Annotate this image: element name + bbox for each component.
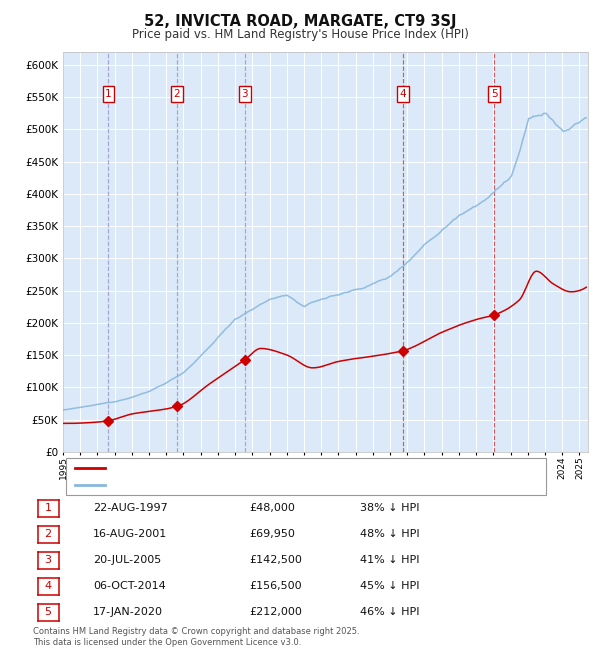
Text: 48% ↓ HPI: 48% ↓ HPI [360,529,419,539]
Text: 41% ↓ HPI: 41% ↓ HPI [360,555,419,566]
Text: £69,950: £69,950 [249,529,295,539]
Text: HPI: Average price, detached house, Thanet: HPI: Average price, detached house, Than… [111,480,340,489]
Text: £156,500: £156,500 [249,581,302,592]
Text: 52, INVICTA ROAD, MARGATE, CT9 3SJ: 52, INVICTA ROAD, MARGATE, CT9 3SJ [144,14,456,29]
Text: 46% ↓ HPI: 46% ↓ HPI [360,607,419,618]
Text: 4: 4 [400,89,406,99]
Text: Contains HM Land Registry data © Crown copyright and database right 2025.
This d: Contains HM Land Registry data © Crown c… [33,627,359,647]
Text: 5: 5 [44,607,52,618]
Text: £212,000: £212,000 [249,607,302,618]
Text: 16-AUG-2001: 16-AUG-2001 [93,529,167,539]
Text: 1: 1 [105,89,112,99]
Text: 17-JAN-2020: 17-JAN-2020 [93,607,163,618]
Text: 38% ↓ HPI: 38% ↓ HPI [360,503,419,514]
Text: 3: 3 [241,89,248,99]
Text: 20-JUL-2005: 20-JUL-2005 [93,555,161,566]
Text: 3: 3 [44,555,52,566]
Text: £142,500: £142,500 [249,555,302,566]
Text: 45% ↓ HPI: 45% ↓ HPI [360,581,419,592]
Text: 1: 1 [44,503,52,514]
Text: 2: 2 [44,529,52,539]
Text: 06-OCT-2014: 06-OCT-2014 [93,581,166,592]
Text: £48,000: £48,000 [249,503,295,514]
Text: 2: 2 [173,89,180,99]
Text: Price paid vs. HM Land Registry's House Price Index (HPI): Price paid vs. HM Land Registry's House … [131,28,469,41]
Text: 4: 4 [44,581,52,592]
Text: 52, INVICTA ROAD, MARGATE, CT9 3SJ (detached house): 52, INVICTA ROAD, MARGATE, CT9 3SJ (deta… [111,463,404,473]
Text: 22-AUG-1997: 22-AUG-1997 [93,503,168,514]
Text: 5: 5 [491,89,497,99]
